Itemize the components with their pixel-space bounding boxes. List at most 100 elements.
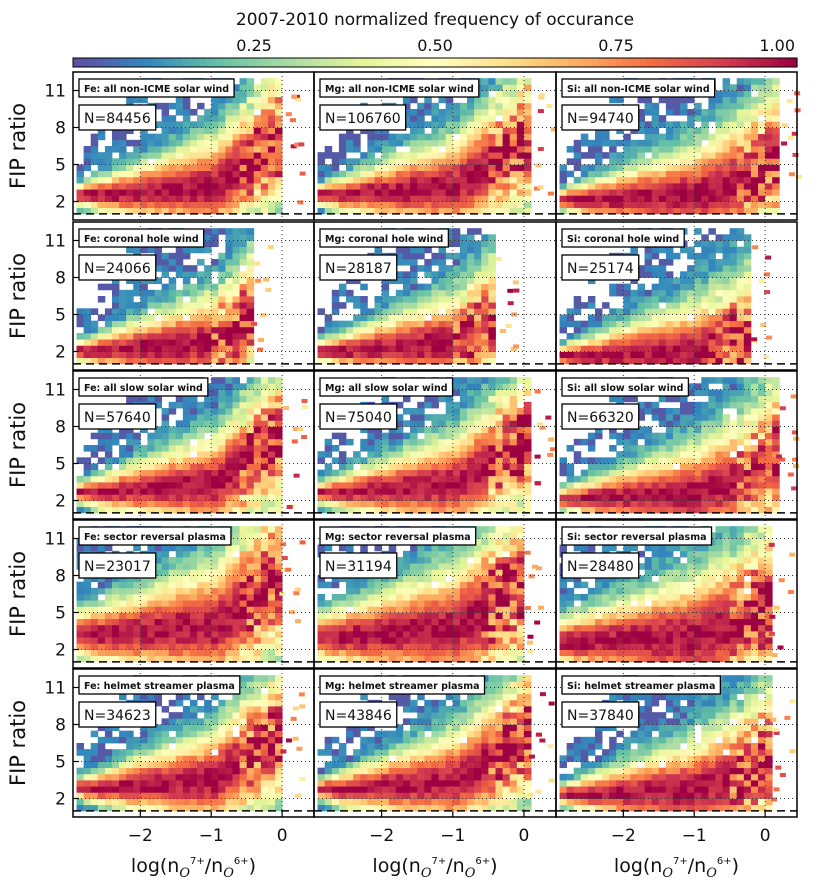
heatmap-cell	[204, 189, 212, 196]
heatmap-cell	[616, 127, 624, 135]
heatmap-cell	[126, 612, 134, 620]
heatmap-cell	[402, 339, 411, 346]
heatmap-cell	[232, 240, 240, 248]
heatmap-cell	[637, 176, 646, 184]
heatmap-cell	[275, 414, 283, 421]
heatmap-cell	[772, 201, 780, 209]
heatmap-cell	[722, 201, 731, 209]
heatmap-cell	[119, 339, 127, 346]
heatmap-cell	[126, 176, 134, 184]
heatmap-cell	[346, 482, 354, 489]
panel-title-box	[561, 228, 685, 248]
colorbar-swatch	[760, 58, 768, 67]
heatmap-cell	[637, 432, 646, 440]
heatmap-cell	[431, 302, 439, 309]
heatmap-cell	[154, 457, 163, 464]
heatmap-cell	[133, 195, 141, 202]
heatmap-cell	[154, 432, 163, 440]
heatmap-cell	[701, 506, 709, 514]
colorbar-swatch	[634, 58, 641, 67]
heatmap-cell	[197, 207, 205, 215]
heatmap-cell	[672, 333, 681, 340]
heatmap-cell	[459, 420, 468, 427]
heatmap-cell	[594, 164, 603, 172]
heatmap-cell	[197, 115, 205, 122]
heatmap-cell	[616, 158, 624, 165]
heatmap-cell	[260, 170, 269, 178]
heatmap-cell	[637, 414, 646, 421]
heatmap-cell	[715, 488, 723, 495]
heatmap-cell	[523, 383, 532, 390]
heatmap-cell	[211, 164, 219, 172]
heatmap-cell	[743, 414, 752, 421]
heatmap-cell	[445, 357, 454, 365]
heatmap-cell	[175, 170, 184, 178]
heatmap-cell	[758, 451, 766, 458]
heatmap-cell	[708, 420, 716, 427]
heatmap-cell	[367, 475, 375, 483]
heatmap-cell	[431, 189, 439, 196]
heatmap-cell	[573, 345, 582, 352]
heatmap-cell	[772, 170, 780, 178]
heatmap-cell	[630, 500, 638, 508]
heatmap-cell	[765, 152, 773, 159]
heatmap-cell	[225, 109, 233, 116]
heatmap-cell	[708, 308, 716, 315]
heatmap-cell	[97, 195, 106, 202]
heatmap-cell	[602, 320, 610, 328]
heatmap-cell	[609, 201, 617, 209]
heatmap-cell	[417, 326, 425, 334]
heatmap-cell	[722, 121, 731, 128]
heatmap-cell	[239, 189, 248, 196]
heatmap-cell	[331, 339, 340, 346]
heatmap-cell	[83, 482, 92, 489]
heatmap-cell	[672, 488, 681, 495]
heatmap-cell	[687, 133, 695, 141]
heatmap-cell	[388, 488, 397, 495]
heatmap-outlier-cell	[302, 405, 309, 410]
heatmap-cell	[395, 451, 404, 458]
heatmap-cell	[594, 357, 603, 365]
heatmap-cell	[317, 158, 326, 165]
heatmap-cell	[637, 426, 646, 434]
heatmap-cell	[736, 115, 745, 122]
heatmap-cell	[182, 96, 191, 104]
heatmap-cell	[637, 445, 646, 452]
heatmap-cell	[388, 339, 397, 346]
heatmap-cell	[680, 176, 688, 184]
heatmap-outlier-cell	[258, 337, 265, 342]
heatmap-cell	[488, 426, 496, 434]
heatmap-cell	[97, 314, 106, 322]
panel-title: Fe: all slow solar wind	[84, 383, 203, 394]
heatmap-cell	[474, 488, 482, 495]
heatmap-cell	[722, 152, 731, 159]
heatmap-cell	[772, 469, 780, 477]
heatmap-cell	[523, 488, 532, 495]
heatmap-cell	[168, 432, 177, 440]
heatmap-cell	[758, 78, 766, 85]
heatmap-cell	[701, 463, 709, 471]
heatmap-cell	[253, 189, 262, 196]
heatmap-cell	[161, 259, 170, 266]
heatmap-cell	[502, 139, 511, 147]
heatmap-cell	[111, 164, 120, 172]
heatmap-cell	[374, 176, 383, 184]
heatmap-cell	[459, 296, 468, 303]
heatmap-cell	[402, 432, 411, 440]
heatmap-cell	[736, 326, 745, 334]
colorbar-swatch	[543, 58, 551, 67]
heatmap-cell	[161, 463, 170, 471]
heatmap-cell	[424, 246, 432, 254]
heatmap-cell	[488, 183, 496, 190]
heatmap-cell	[381, 146, 390, 153]
heatmap-cell	[402, 475, 411, 483]
heatmap-cell	[204, 170, 212, 178]
heatmap-cell	[715, 271, 723, 278]
heatmap-cell	[523, 469, 532, 477]
heatmap-cell	[509, 426, 518, 434]
heatmap-cell	[133, 201, 141, 209]
heatmap-outlier-cell	[534, 454, 541, 459]
heatmap-cell	[225, 170, 233, 178]
heatmap-cell	[452, 102, 461, 110]
heatmap-cell	[459, 176, 468, 184]
